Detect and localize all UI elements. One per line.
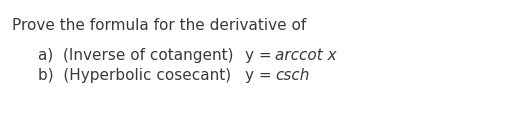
Text: y =: y = bbox=[245, 68, 277, 83]
Text: Prove the formula for the derivative of: Prove the formula for the derivative of bbox=[12, 18, 306, 33]
Text: y =: y = bbox=[245, 48, 277, 63]
Text: arccot x: arccot x bbox=[275, 48, 337, 63]
Text: a)  (Inverse of cotangent): a) (Inverse of cotangent) bbox=[38, 48, 234, 63]
Text: b)  (Hyperbolic cosecant): b) (Hyperbolic cosecant) bbox=[38, 68, 231, 83]
Text: csch: csch bbox=[275, 68, 309, 83]
